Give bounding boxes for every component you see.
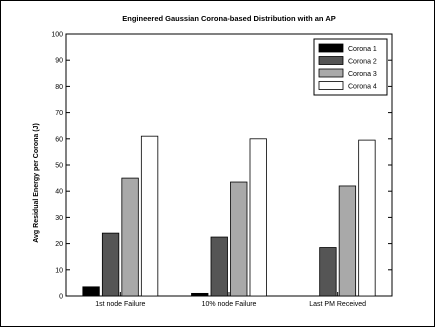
y-tick-label: 70 [55, 110, 63, 117]
y-tick-label: 100 [51, 32, 63, 39]
y-tick-label: 10 [55, 267, 63, 274]
bar-corona-4-2 [358, 139, 376, 297]
y-tick-label: 90 [55, 58, 63, 65]
legend-label: Corona 1 [348, 46, 377, 53]
chart-title: Engineered Gaussian Corona-based Distrib… [122, 14, 336, 23]
x-axis: 1st node Failure 10% node Failure Last PM … [95, 292, 366, 308]
y-tick-label: 50 [55, 163, 63, 170]
bars-group [82, 135, 376, 297]
legend-swatch [318, 56, 344, 65]
x-tick-label: 10% node Failure [202, 301, 257, 308]
bar-corona-3-0 [121, 177, 139, 297]
legend-swatch [318, 81, 344, 90]
bar-corona-1-0 [82, 286, 100, 297]
bar-corona-2-0 [101, 232, 120, 297]
y-axis: 0 10 20 30 40 50 60 70 80 90 100 [51, 32, 392, 301]
bar-corona-3-2 [338, 185, 357, 297]
legend-swatch [318, 68, 344, 78]
x-tick-label: Last PM Received [309, 301, 366, 308]
y-tick-label: 0 [59, 294, 63, 301]
legend-label: Corona 2 [348, 59, 377, 66]
y-axis-title: Avg Residual Energy per Corona (J) [33, 123, 40, 243]
y-tick-label: 20 [55, 241, 63, 248]
bar-corona-4-0 [140, 135, 159, 297]
legend: Corona 1 Corona 2 Corona 3 Corona 4 [313, 38, 388, 96]
bar-corona-4-1 [249, 138, 267, 297]
y-tick-label: 30 [55, 215, 63, 222]
y-tick-label: 60 [55, 136, 63, 143]
bar-corona-3-1 [230, 181, 248, 297]
bar-corona-1-1 [191, 292, 209, 297]
bar-corona-2-2 [319, 247, 337, 297]
legend-swatch [318, 43, 344, 53]
bar-corona-2-1 [210, 236, 228, 297]
legend-label: Corona 4 [348, 84, 377, 91]
x-tick-label: 1st node Failure [95, 301, 145, 308]
y-tick-label: 80 [55, 84, 63, 91]
legend-label: Corona 3 [348, 71, 377, 78]
y-tick-label: 40 [55, 189, 63, 196]
